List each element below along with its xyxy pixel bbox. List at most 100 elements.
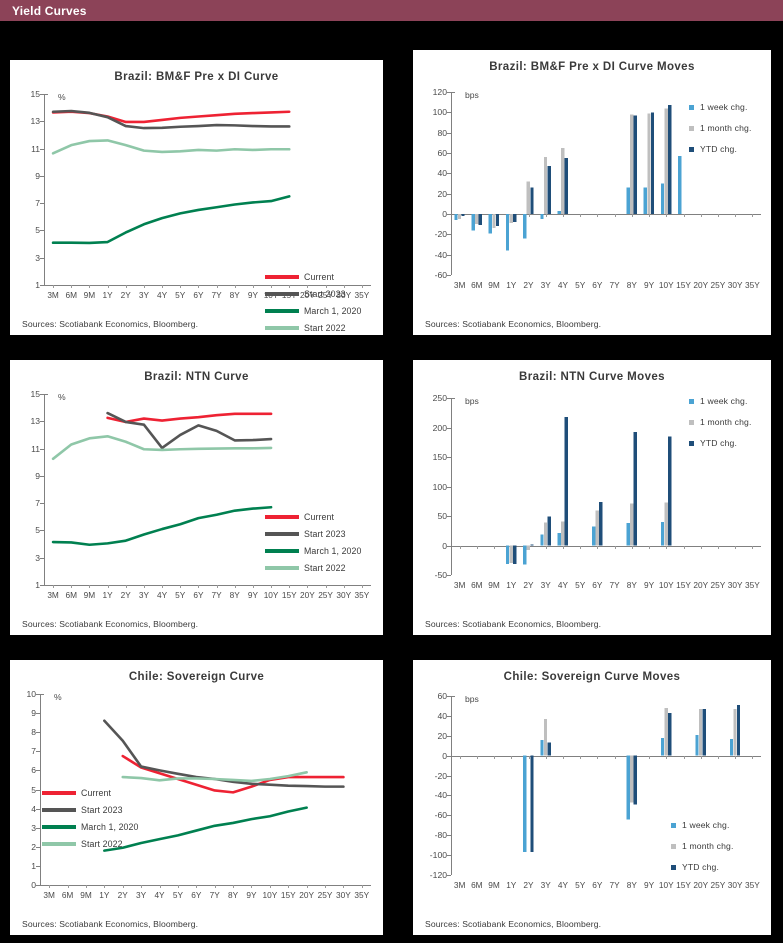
y-axis-tick-label: 120 [432, 87, 447, 97]
y-axis-unit-label: % [54, 692, 62, 702]
x-axis-tick [234, 585, 236, 588]
x-axis-tick [700, 755, 702, 759]
bar [557, 533, 561, 546]
x-axis-tick [597, 545, 599, 549]
legend-swatch-icon [265, 275, 299, 279]
y-axis-tick-label: 40 [437, 710, 447, 721]
x-axis-tick-label: 4Y [557, 580, 569, 590]
chart-panel-brazil-bmf-curve-moves: Brazil: BM&F Pre x DI Curve Moves -60 -40-… [413, 50, 771, 335]
legend-label: Start 2022 [81, 839, 123, 849]
x-axis-tick-label: 2Y [120, 590, 131, 600]
y-axis-tick-label: 5 [35, 525, 40, 536]
x-axis-tick-label: 20Y [299, 890, 315, 900]
y-axis-tick-label: 150 [432, 452, 447, 462]
x-axis-tick-label: 9Y [247, 290, 258, 300]
y-axis-cap [44, 394, 48, 395]
x-axis-tick-label: 3M [453, 280, 466, 290]
y-axis-tick-label: -80 [434, 830, 447, 841]
y-axis-tick-label: 60 [437, 148, 447, 158]
x-axis-tick [545, 545, 547, 549]
x-axis-tick-label: 1Y [506, 880, 517, 890]
legend-item: YTD chg. [689, 144, 751, 154]
y-axis-tick [40, 503, 44, 505]
legend-item: Current [265, 512, 362, 522]
y-axis [451, 696, 452, 875]
y-axis-tick [447, 696, 451, 697]
y-axis-tick [36, 865, 40, 867]
y-axis-tick-label: 8 [31, 727, 36, 738]
chart-legend: Current Start 2023 March 1, 2020 Start 2022 [42, 788, 139, 856]
y-axis-tick-label: 11 [31, 143, 40, 154]
y-axis-tick-label: -120 [429, 870, 447, 880]
y-axis-tick-label: 80 [437, 127, 447, 138]
x-axis-tick [233, 885, 235, 888]
x-axis-tick-label: 6M [471, 880, 483, 890]
x-axis-tick [494, 755, 496, 759]
y-axis-tick [40, 475, 44, 477]
x-axis-tick-label: 6M [471, 580, 483, 590]
bar [523, 214, 527, 239]
x-axis-tick [459, 755, 461, 759]
x-axis-tick-label: 9Y [247, 590, 258, 600]
x-axis-tick-label: 25Y [318, 290, 333, 300]
y-axis-tick [447, 92, 451, 93]
x-axis-tick-label: 15Y [676, 280, 691, 290]
y-axis-tick-label: -60 [434, 810, 447, 821]
x-axis-tick [528, 214, 530, 217]
y-axis-tick [447, 735, 451, 737]
bar [660, 183, 665, 214]
x-axis-tick [196, 885, 198, 888]
x-axis-tick-label: 9Y [643, 580, 655, 590]
legend-item: 1 month chg. [689, 123, 751, 133]
y-axis-tick-label: 0 [31, 880, 36, 890]
bar [557, 210, 561, 214]
bar [509, 545, 513, 564]
x-axis-tick [614, 545, 616, 549]
x-axis-tick [476, 545, 478, 549]
x-axis-tick-label: 3M [47, 290, 59, 300]
x-axis-tick [361, 285, 363, 288]
legend-swatch-icon [265, 532, 299, 536]
x-axis-tick [49, 885, 51, 888]
x-axis-tick-label: 30Y [336, 890, 351, 900]
x-axis-tick [307, 285, 309, 288]
chart-title: Brazil: NTN Curve Moves [519, 371, 665, 383]
x-axis-tick [143, 285, 145, 288]
x-axis-tick-label: 5Y [575, 580, 586, 590]
legend-item: Current [265, 272, 362, 282]
bar [513, 214, 517, 223]
x-axis-tick-label: 10Y [658, 280, 674, 290]
legend-item: Start 2023 [42, 805, 139, 815]
legend-swatch-icon [689, 419, 694, 425]
x-axis-tick-label: 20Y [693, 580, 709, 590]
y-axis-tick [447, 132, 451, 134]
x-axis-tick [545, 755, 547, 759]
y-axis-tick [447, 775, 451, 777]
bar [547, 516, 551, 546]
chart-legend: Current Start 2023 March 1, 2020 Start 2022 [265, 272, 362, 335]
bar [643, 187, 647, 214]
x-axis-tick-label: 1Y [102, 290, 113, 300]
y-axis-tick [40, 448, 44, 450]
legend-item: March 1, 2020 [42, 822, 139, 832]
y-axis-unit-label: bps [465, 396, 479, 406]
bar [650, 112, 655, 214]
legend-label: March 1, 2020 [304, 546, 362, 556]
x-axis-tick-label: 35Y [744, 880, 760, 890]
bar [530, 755, 534, 853]
bar [505, 214, 510, 251]
x-axis-tick [631, 545, 633, 549]
y-axis-tick [36, 808, 40, 810]
y-axis-tick-label: 0 [442, 540, 447, 551]
y-axis-tick [40, 557, 44, 559]
chart-legend: 1 week chg. 1 month chg. YTD chg. [671, 820, 733, 883]
x-axis-tick-label: 9Y [643, 880, 655, 890]
x-axis-tick-label: 7Y [211, 590, 222, 600]
x-axis-tick [361, 585, 363, 588]
x-axis-tick-label: 9M [488, 580, 500, 590]
source-note: Sources: Scotiabank Economics, Bloomberg… [425, 919, 602, 929]
bar [664, 108, 668, 214]
legend-item: Start 2023 [265, 529, 362, 539]
x-axis-tick [289, 285, 291, 288]
x-axis-tick-label: 3Y [138, 290, 149, 300]
